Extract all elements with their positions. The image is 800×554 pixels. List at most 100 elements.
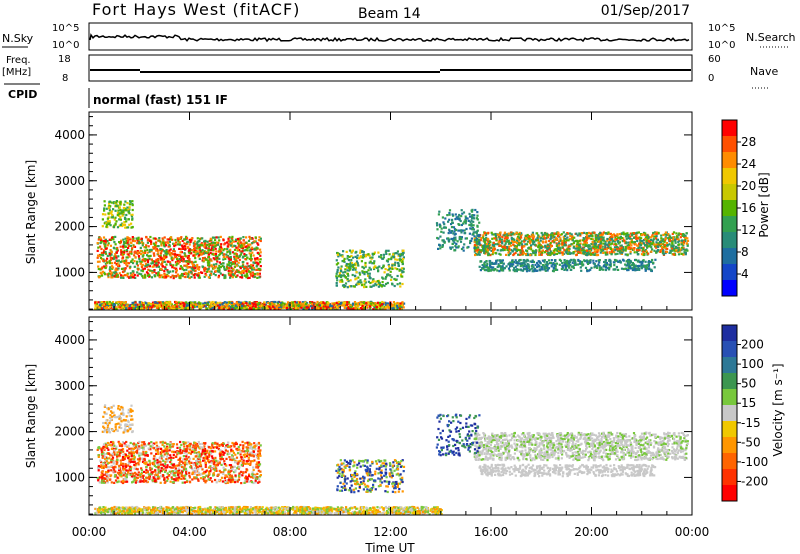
range-gate-cell bbox=[512, 240, 515, 244]
range-gate-cell bbox=[155, 259, 158, 263]
range-gate-cell bbox=[511, 263, 514, 266]
range-gate-cell bbox=[179, 267, 182, 270]
range-gate-cell bbox=[473, 248, 476, 251]
range-gate-cell bbox=[403, 302, 406, 305]
range-gate-cell bbox=[579, 251, 582, 254]
range-gate-cell bbox=[98, 236, 101, 239]
range-gate-cell bbox=[645, 239, 648, 242]
range-gate-cell bbox=[581, 247, 584, 250]
range-gate-cell bbox=[338, 305, 341, 308]
range-gate-cell bbox=[580, 249, 583, 252]
range-gate-cell bbox=[603, 264, 606, 267]
range-gate-cell bbox=[505, 265, 508, 268]
range-gate-cell bbox=[148, 273, 151, 276]
range-gate-cell bbox=[181, 259, 184, 262]
range-gate-cell bbox=[245, 267, 248, 270]
range-gate-cell bbox=[236, 242, 240, 245]
range-gate-cell bbox=[102, 265, 106, 268]
range-gate-cell bbox=[684, 238, 687, 241]
range-gate-cell bbox=[620, 244, 623, 247]
range-gate-cell bbox=[226, 303, 230, 306]
range-gate-cell bbox=[341, 254, 344, 257]
range-gate-cell bbox=[647, 261, 650, 264]
range-gate-cell bbox=[492, 243, 495, 247]
range-gate-cell bbox=[327, 301, 330, 305]
range-gate-cell bbox=[508, 247, 511, 250]
range-gate-cell bbox=[170, 252, 173, 255]
range-gate-cell bbox=[335, 263, 338, 266]
range-gate-cell bbox=[203, 256, 206, 259]
range-gate-cell bbox=[187, 250, 190, 253]
range-gate-cell bbox=[250, 274, 253, 277]
range-gate-cell bbox=[272, 305, 275, 308]
range-gate-cell bbox=[172, 264, 175, 267]
range-gate-cell bbox=[126, 238, 129, 241]
range-gate-cell bbox=[569, 234, 572, 238]
range-gate-cell bbox=[633, 251, 636, 254]
range-gate-cell bbox=[198, 276, 201, 279]
range-gate-cell bbox=[637, 259, 640, 262]
range-gate-cell bbox=[520, 252, 523, 255]
range-gate-cell bbox=[665, 233, 668, 236]
range-gate-cell bbox=[501, 241, 504, 244]
range-gate-cell bbox=[365, 302, 368, 305]
range-gate-cell bbox=[245, 241, 248, 244]
range-gate-cell bbox=[629, 267, 633, 270]
range-gate-cell bbox=[196, 245, 199, 248]
range-gate-cell bbox=[531, 249, 534, 252]
range-gate-cell bbox=[212, 263, 215, 266]
range-gate-cell bbox=[227, 257, 230, 260]
range-gate-cell bbox=[115, 272, 118, 275]
range-gate-cell bbox=[671, 242, 674, 245]
range-gate-cell bbox=[110, 302, 114, 305]
range-gate-cell bbox=[561, 262, 564, 265]
range-gate-cell bbox=[381, 257, 384, 260]
range-gate-cell bbox=[280, 305, 283, 309]
range-gate-cell bbox=[498, 240, 501, 243]
range-gate-cell bbox=[216, 243, 220, 246]
range-gate-cell bbox=[132, 307, 135, 310]
range-gate-cell bbox=[132, 271, 135, 274]
range-gate-cell bbox=[252, 272, 255, 276]
range-gate-cell bbox=[207, 264, 210, 267]
range-gate-cell bbox=[610, 237, 613, 241]
range-gate-cell bbox=[600, 266, 603, 269]
range-gate-cell bbox=[364, 281, 367, 284]
range-gate-cell bbox=[619, 260, 622, 263]
range-gate-cell bbox=[187, 303, 190, 306]
range-gate-cell bbox=[634, 269, 637, 272]
range-gate-cell bbox=[609, 248, 613, 251]
range-gate-cell bbox=[555, 237, 558, 240]
range-gate-cell bbox=[483, 262, 486, 265]
range-gate-cell bbox=[103, 273, 106, 276]
range-gate-cell bbox=[605, 248, 608, 251]
range-gate-cell bbox=[354, 262, 357, 265]
range-gate-cell bbox=[681, 234, 684, 237]
range-gate-cell bbox=[524, 243, 527, 246]
range-gate-cell bbox=[131, 303, 135, 306]
range-gate-cell bbox=[662, 251, 665, 254]
range-gate-cell bbox=[342, 259, 345, 262]
range-gate-cell bbox=[208, 270, 211, 273]
range-gate-cell bbox=[684, 248, 687, 252]
range-gate-cell bbox=[492, 241, 495, 244]
range-gate-cell bbox=[531, 231, 534, 234]
range-gate-cell bbox=[193, 276, 196, 279]
range-gate-cell bbox=[153, 301, 156, 304]
range-gate-cell bbox=[228, 258, 231, 262]
range-gate-cell bbox=[621, 240, 624, 243]
range-gate-cell bbox=[245, 254, 248, 257]
range-gate-cell bbox=[203, 275, 206, 278]
range-gate-cell bbox=[604, 251, 607, 254]
range-gate-cell bbox=[388, 265, 391, 268]
range-gate-cell bbox=[605, 232, 608, 235]
range-gate-cell bbox=[546, 234, 549, 237]
range-gate-cell bbox=[201, 305, 205, 308]
range-gate-cell bbox=[138, 257, 141, 260]
range-gate-cell bbox=[568, 251, 571, 254]
range-gate-cell bbox=[235, 269, 238, 272]
range-gate-cell bbox=[554, 268, 557, 271]
range-gate-cell bbox=[536, 265, 539, 269]
range-gate-cell bbox=[361, 271, 364, 274]
range-gate-cell bbox=[682, 247, 685, 250]
